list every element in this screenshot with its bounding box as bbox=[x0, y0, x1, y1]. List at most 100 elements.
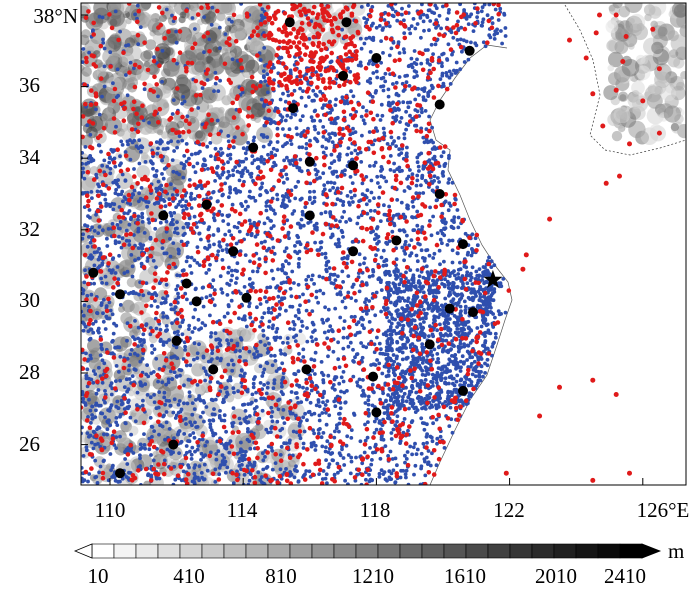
blue-station bbox=[156, 379, 161, 384]
blue-station bbox=[172, 397, 177, 402]
blue-station bbox=[358, 150, 363, 155]
blue-station bbox=[298, 118, 303, 123]
blue-station bbox=[336, 470, 340, 475]
blue-station bbox=[250, 392, 255, 397]
blue-station bbox=[415, 447, 420, 452]
blue-station bbox=[164, 324, 169, 328]
blue-station bbox=[199, 451, 204, 456]
terrain-cell bbox=[619, 94, 627, 102]
blue-station bbox=[435, 436, 440, 441]
blue-station bbox=[152, 400, 157, 405]
blue-station bbox=[456, 215, 461, 220]
blue-station bbox=[379, 39, 383, 43]
blue-station bbox=[240, 453, 245, 458]
terrain-cell bbox=[194, 61, 206, 73]
blue-station bbox=[312, 282, 316, 286]
blue-station bbox=[231, 168, 236, 173]
blue-station bbox=[285, 177, 290, 181]
blue-station bbox=[298, 225, 303, 230]
terrain-cell bbox=[611, 130, 623, 142]
blue-station bbox=[284, 271, 288, 276]
blue-station bbox=[502, 11, 506, 16]
blue-station bbox=[197, 464, 202, 468]
blue-station bbox=[362, 450, 367, 455]
blue-station bbox=[223, 386, 228, 391]
blue-station bbox=[345, 335, 350, 340]
terrain-cell bbox=[133, 106, 148, 121]
blue-station bbox=[374, 69, 379, 74]
terrain-cell bbox=[647, 93, 663, 109]
blue-station bbox=[360, 133, 364, 138]
blue-station bbox=[196, 444, 201, 448]
terrain-cell bbox=[667, 30, 679, 42]
blue-station bbox=[442, 164, 447, 169]
blue-station bbox=[95, 250, 99, 254]
blue-station bbox=[487, 255, 491, 260]
blue-station bbox=[207, 418, 212, 423]
blue-station bbox=[391, 427, 396, 432]
blue-station bbox=[406, 428, 410, 433]
blue-station bbox=[312, 199, 317, 204]
blue-station bbox=[103, 274, 108, 279]
blue-station bbox=[113, 271, 118, 275]
blue-station bbox=[149, 453, 153, 457]
blue-station bbox=[92, 229, 97, 233]
blue-station bbox=[185, 297, 189, 302]
blue-station bbox=[107, 160, 112, 165]
blue-station bbox=[157, 390, 162, 394]
blue-station bbox=[170, 112, 175, 116]
blue-station bbox=[192, 214, 197, 219]
blue-station bbox=[304, 308, 309, 313]
blue-station bbox=[268, 121, 273, 126]
blue-station bbox=[114, 364, 119, 368]
blue-station bbox=[364, 345, 369, 350]
blue-station bbox=[108, 166, 113, 171]
blue-station bbox=[305, 418, 309, 423]
terrain-cell bbox=[81, 50, 86, 59]
terrain-cell bbox=[246, 36, 264, 54]
blue-station bbox=[266, 325, 271, 329]
terrain-cell bbox=[229, 52, 236, 59]
blue-station bbox=[338, 219, 342, 224]
blue-station bbox=[364, 477, 368, 482]
blue-station bbox=[97, 426, 102, 430]
blue-station bbox=[301, 385, 305, 390]
blue-station bbox=[320, 317, 325, 322]
blue-station bbox=[421, 166, 426, 171]
blue-station bbox=[406, 105, 411, 110]
blue-station bbox=[368, 208, 373, 213]
terrain-cell bbox=[129, 132, 137, 139]
terrain-cell bbox=[628, 18, 635, 24]
blue-station bbox=[214, 457, 219, 462]
blue-station bbox=[387, 204, 391, 209]
blue-station bbox=[466, 57, 471, 62]
terrain-cell bbox=[173, 114, 181, 123]
blue-station bbox=[395, 198, 400, 202]
blue-station bbox=[152, 429, 157, 433]
blue-station bbox=[414, 123, 419, 128]
blue-station bbox=[333, 429, 337, 434]
blue-station bbox=[389, 437, 394, 441]
blue-station bbox=[188, 264, 193, 268]
blue-station bbox=[329, 152, 334, 157]
blue-station bbox=[270, 467, 275, 472]
blue-station bbox=[370, 382, 375, 387]
blue-station bbox=[344, 220, 348, 224]
blue-station bbox=[190, 445, 195, 450]
blue-station bbox=[400, 12, 404, 17]
blue-station bbox=[285, 341, 290, 345]
blue-station bbox=[482, 3, 487, 7]
blue-station bbox=[333, 103, 338, 107]
blue-station bbox=[221, 219, 226, 223]
blue-station bbox=[355, 221, 360, 226]
blue-station bbox=[187, 327, 191, 331]
blue-station bbox=[386, 416, 390, 420]
blue-station bbox=[305, 339, 310, 344]
blue-station bbox=[400, 6, 404, 11]
blue-station bbox=[387, 53, 392, 58]
blue-station bbox=[101, 459, 106, 463]
blue-station bbox=[296, 235, 300, 240]
blue-station bbox=[375, 358, 379, 362]
blue-station bbox=[299, 400, 304, 404]
terrain-cell bbox=[287, 421, 306, 439]
